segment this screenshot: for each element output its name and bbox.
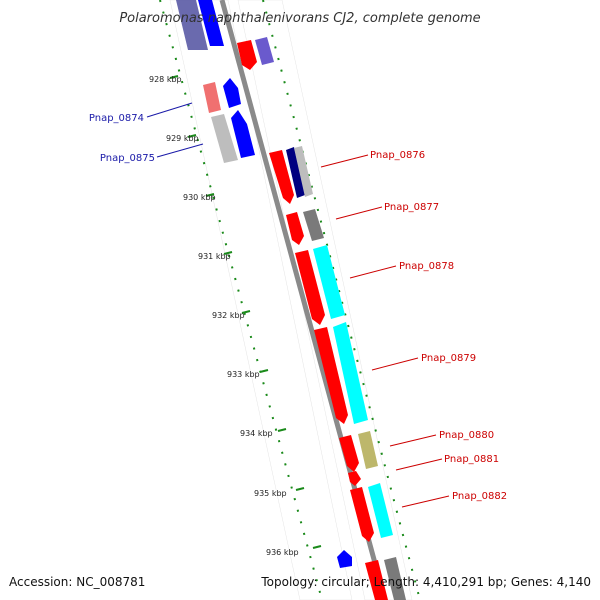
inner-feature-lane: [169, 0, 353, 600]
gene-arrow-red-bottom: [365, 560, 388, 600]
gene-arrow-blue-top: [198, 0, 224, 46]
genome-summary-text: Topology: circular; Length: 4,410,291 bp…: [261, 575, 591, 589]
gene-arrow-red-0882: [350, 487, 374, 542]
gene-arrow-gray-bottom: [384, 557, 406, 600]
label-leader-lines: [146, 102, 450, 508]
gene-label-pnap-0880[interactable]: Pnap_0880: [439, 430, 494, 441]
tick-label: 931 kbp: [198, 252, 231, 261]
gene-arrow-red-0879: [314, 327, 348, 424]
gene-arrow-blue-0875: [231, 110, 255, 158]
gene-arrow-navy-0876: [286, 147, 305, 198]
gene-arrow-blue-0874: [223, 78, 241, 108]
gene-arrow-red-0876: [269, 150, 294, 204]
gene-arrow-red-top: [237, 40, 257, 70]
tick-label: 930 kbp: [183, 193, 216, 202]
gene-label-pnap-0877[interactable]: Pnap_0877: [384, 202, 439, 213]
gene-arrow-red-0878: [295, 250, 325, 325]
gene-arrow-silver-0875: [211, 114, 238, 163]
tick-label: 935 kbp: [254, 489, 287, 498]
gene-arrow-gradient-top: [176, 0, 208, 50]
accession-text: Accession: NC_008781: [9, 575, 146, 589]
gene-arrow-khaki-0880: [358, 431, 378, 469]
tick-label: 932 kbp: [212, 311, 245, 320]
inner-dotted-ring: [159, 0, 323, 600]
tick-label: 934 kbp: [240, 429, 273, 438]
gene-arrow-pink: [203, 82, 221, 113]
gene-arrow-gray-0877: [303, 209, 324, 241]
gene-arrow-cyan-0879: [333, 322, 368, 424]
gene-label-pnap-0881[interactable]: Pnap_0881: [444, 454, 499, 465]
gene-arrow-blue-bottom: [337, 550, 352, 568]
tick-label: 933 kbp: [227, 370, 260, 379]
tick-label: 929 kbp: [166, 134, 199, 143]
gene-label-pnap-0882[interactable]: Pnap_0882: [452, 491, 507, 502]
gene-arrow-red-0880: [339, 435, 359, 472]
tick-marks: [169, 75, 322, 549]
gene-labels: Pnap_0874 Pnap_0875 Pnap_0876 Pnap_0877 …: [89, 113, 507, 502]
tick-label: 928 kbp: [149, 75, 182, 84]
gene-arrow-red-0881: [348, 471, 361, 486]
gene-label-pnap-0879[interactable]: Pnap_0879: [421, 353, 476, 364]
gene-arrow-cyan-0882: [368, 483, 393, 538]
tick-label: 936 kbp: [266, 548, 299, 557]
gene-arrow-cyan-0878: [313, 245, 345, 319]
gene-arrow-red-0877: [286, 212, 304, 245]
gene-arrow-slate-top: [255, 37, 274, 65]
gene-label-pnap-0876[interactable]: Pnap_0876: [370, 150, 425, 161]
map-title: Polaromonas naphthalenivorans CJ2, compl…: [119, 11, 480, 26]
gene-arrow-silver-0876: [294, 146, 313, 197]
tick-labels: 928 kbp 929 kbp 930 kbp 931 kbp 932 kbp …: [149, 75, 299, 557]
gene-label-pnap-0878[interactable]: Pnap_0878: [399, 261, 454, 272]
outer-dotted-ring: [262, 0, 421, 600]
gene-label-pnap-0874[interactable]: Pnap_0874: [89, 113, 144, 124]
gene-label-pnap-0875[interactable]: Pnap_0875: [100, 153, 155, 164]
